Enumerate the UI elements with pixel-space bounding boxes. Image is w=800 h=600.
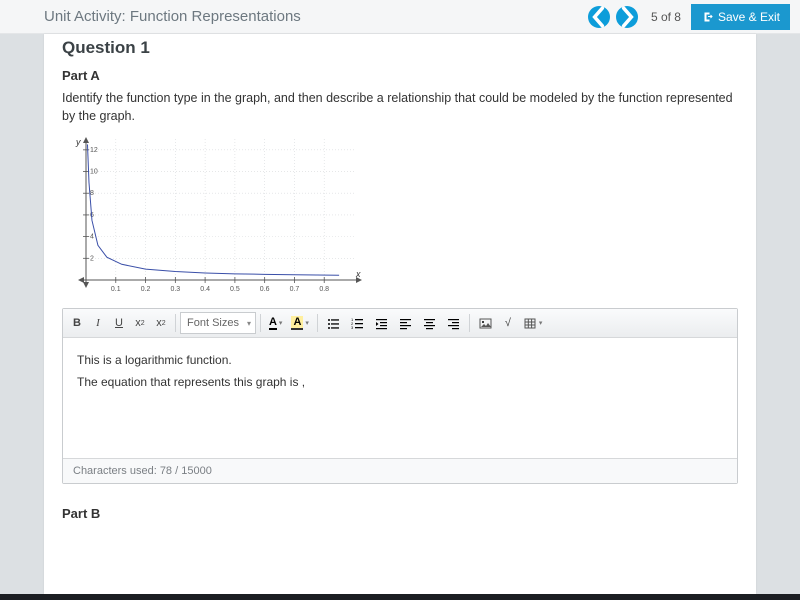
highlight-color-button[interactable]: A▾: [287, 312, 312, 334]
svg-text:12: 12: [90, 147, 98, 154]
font-size-select[interactable]: Font Sizes: [180, 312, 256, 334]
separator: [469, 314, 470, 332]
svg-text:y: y: [75, 137, 81, 147]
editor-toolbar: B I U x2 x2 Font Sizes A▾ A▾ 123 √ ▾: [63, 309, 737, 338]
svg-text:3: 3: [351, 325, 354, 330]
image-button[interactable]: [474, 312, 497, 334]
indent-button[interactable]: [370, 312, 393, 334]
equation-button[interactable]: √: [498, 312, 518, 334]
editor-line: This is a logarithmic function.: [77, 350, 723, 372]
align-left-button[interactable]: [394, 312, 417, 334]
separator: [260, 314, 261, 332]
align-right-button[interactable]: [442, 312, 465, 334]
rich-text-editor: B I U x2 x2 Font Sizes A▾ A▾ 123 √ ▾ Thi…: [62, 308, 738, 484]
prev-button[interactable]: [588, 6, 610, 28]
os-taskbar: [0, 594, 800, 600]
number-list-button[interactable]: 123: [346, 312, 369, 334]
svg-text:0.4: 0.4: [200, 286, 210, 293]
svg-text:0.3: 0.3: [170, 286, 180, 293]
function-graph: 246810120.10.20.30.40.50.60.70.8yx: [62, 133, 372, 298]
svg-text:0.5: 0.5: [230, 286, 240, 293]
editor-textarea[interactable]: This is a logarithmic function. The equa…: [63, 338, 737, 458]
activity-title: Unit Activity: Function Representations: [44, 8, 585, 25]
part-b-heading: Part B: [62, 506, 738, 521]
page-content: Question 1 Part A Identify the function …: [44, 34, 756, 594]
svg-text:0.1: 0.1: [111, 286, 121, 293]
page-indicator: 5 of 8: [651, 10, 681, 24]
exit-icon: [701, 11, 713, 23]
svg-text:x: x: [355, 269, 361, 279]
svg-text:0.2: 0.2: [141, 286, 151, 293]
character-count: Characters used: 78 / 15000: [63, 458, 737, 483]
question-heading: Question 1: [62, 38, 738, 58]
superscript-button[interactable]: x2: [130, 312, 150, 334]
bullet-list-button[interactable]: [322, 312, 345, 334]
separator: [317, 314, 318, 332]
next-button[interactable]: [616, 6, 638, 28]
italic-button[interactable]: I: [88, 312, 108, 334]
svg-text:0.7: 0.7: [290, 286, 300, 293]
editor-line: The equation that represents this graph …: [77, 372, 723, 394]
svg-text:8: 8: [90, 190, 94, 197]
svg-text:4: 4: [90, 234, 94, 241]
svg-text:10: 10: [90, 169, 98, 176]
part-a-heading: Part A: [62, 68, 738, 83]
svg-text:0.8: 0.8: [319, 286, 329, 293]
svg-text:2: 2: [90, 256, 94, 263]
align-center-button[interactable]: [418, 312, 441, 334]
svg-text:0.6: 0.6: [260, 286, 270, 293]
save-exit-button[interactable]: Save & Exit: [691, 4, 790, 30]
text-color-button[interactable]: A▾: [265, 312, 286, 334]
part-a-prompt: Identify the function type in the graph,…: [62, 89, 738, 125]
top-bar: Unit Activity: Function Representations …: [0, 0, 800, 34]
underline-button[interactable]: U: [109, 312, 129, 334]
bold-button[interactable]: B: [67, 312, 87, 334]
table-button[interactable]: ▾: [519, 312, 548, 334]
subscript-button[interactable]: x2: [151, 312, 171, 334]
separator: [175, 314, 176, 332]
save-exit-label: Save & Exit: [718, 10, 780, 24]
